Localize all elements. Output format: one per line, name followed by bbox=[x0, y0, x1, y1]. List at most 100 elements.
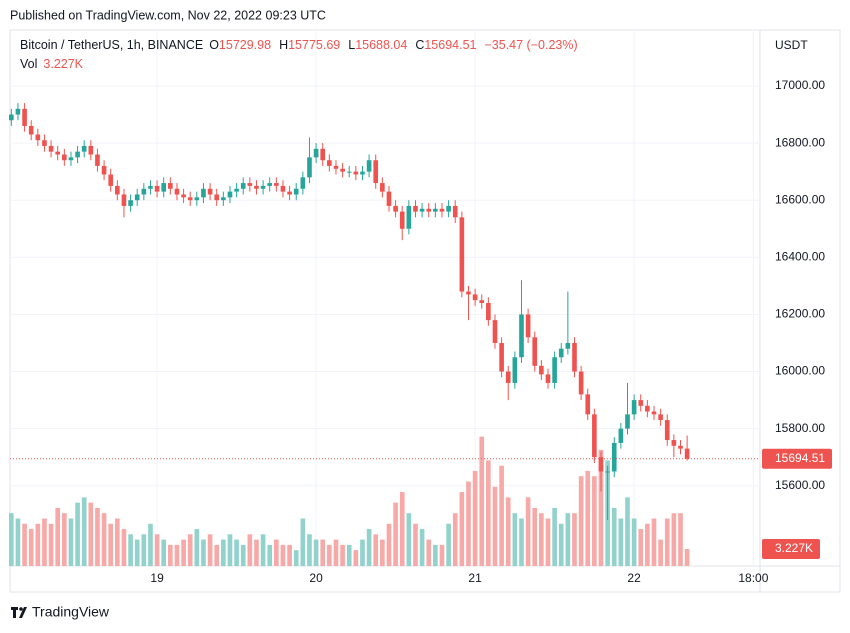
symbol-legend: Bitcoin / TetherUS, 1h, BINANCE O15729.98… bbox=[20, 38, 578, 52]
volume-bar bbox=[459, 492, 465, 566]
volume-bar bbox=[486, 460, 491, 566]
volume-bar bbox=[267, 544, 273, 566]
currency: USDT bbox=[775, 38, 808, 52]
volume-bar bbox=[578, 476, 584, 566]
volume-bar bbox=[81, 497, 87, 566]
volume-bar bbox=[101, 513, 107, 566]
volume-bar bbox=[121, 529, 127, 566]
volume-bar bbox=[426, 539, 432, 566]
volume-bar bbox=[35, 523, 41, 566]
volume-bar bbox=[333, 539, 339, 566]
volume-bar bbox=[221, 539, 226, 566]
volume-pane bbox=[9, 436, 690, 566]
x-tick-label: 22 bbox=[627, 571, 641, 585]
volume-legend: Vol 3.227K bbox=[20, 57, 84, 71]
field-value: 15775.69 bbox=[288, 38, 340, 52]
symbol-title: Bitcoin / TetherUS, 1h, BINANCE bbox=[20, 38, 203, 52]
brand: TradingView bbox=[32, 604, 110, 620]
volume-bar bbox=[187, 534, 193, 566]
volume-bar bbox=[439, 544, 445, 566]
volume-bar bbox=[240, 544, 246, 566]
candle-body bbox=[592, 414, 597, 458]
candle-body bbox=[651, 411, 657, 415]
candle-body bbox=[346, 171, 352, 173]
volume-bar bbox=[293, 550, 299, 566]
x-tick-label: 18:00 bbox=[738, 571, 768, 585]
volume-bar bbox=[327, 544, 332, 566]
candle-body bbox=[360, 171, 365, 175]
candle-body bbox=[154, 185, 160, 192]
candle-body bbox=[611, 442, 617, 472]
candles bbox=[9, 103, 690, 521]
candle-body bbox=[9, 114, 14, 121]
volume-bar bbox=[214, 544, 220, 566]
candle-body bbox=[598, 457, 604, 472]
candle-body bbox=[267, 183, 273, 186]
volume-bar bbox=[108, 523, 114, 566]
y-tick-label: 15800.00 bbox=[775, 421, 825, 435]
volume-bar bbox=[154, 534, 160, 566]
candle-body bbox=[108, 174, 114, 186]
candle-body bbox=[148, 185, 153, 189]
candle-body bbox=[532, 337, 538, 366]
candle-body bbox=[300, 177, 306, 189]
volume-bar bbox=[658, 539, 663, 566]
candle-body bbox=[128, 200, 133, 206]
candle-body bbox=[373, 160, 379, 184]
candle-body bbox=[618, 428, 624, 443]
candle-body bbox=[115, 185, 120, 195]
candle-body bbox=[552, 357, 557, 383]
volume-bar bbox=[618, 518, 624, 566]
candle-body bbox=[227, 191, 233, 198]
candle-body bbox=[207, 188, 213, 195]
volume-bar bbox=[664, 518, 670, 566]
candle-body bbox=[240, 183, 246, 189]
candle-body bbox=[380, 183, 385, 192]
volume-bar bbox=[280, 544, 286, 566]
published-note: Published on TradingView.com, Nov 22, 20… bbox=[10, 8, 326, 22]
x-tick-label: 20 bbox=[309, 571, 323, 585]
candle-body bbox=[221, 197, 226, 201]
volume-bar bbox=[134, 539, 140, 566]
volume-bar bbox=[128, 534, 133, 566]
candle-body bbox=[419, 208, 425, 212]
volume-bar bbox=[552, 507, 557, 566]
candle-body bbox=[88, 145, 94, 155]
candle-body bbox=[452, 205, 458, 218]
volume-bar bbox=[201, 539, 206, 566]
volume-bar bbox=[386, 523, 392, 566]
volume-bar bbox=[254, 539, 259, 566]
volume-bar bbox=[671, 513, 677, 566]
candle-body bbox=[658, 414, 663, 421]
volume-bar bbox=[274, 539, 279, 566]
candle-body bbox=[625, 414, 630, 429]
volume-bar bbox=[499, 465, 504, 566]
volume-bar bbox=[545, 518, 551, 566]
volume-bar bbox=[307, 534, 312, 566]
volume-bar bbox=[260, 534, 266, 566]
volume-title: Vol bbox=[20, 57, 37, 71]
volume-bar bbox=[505, 497, 511, 566]
volume-bar bbox=[558, 523, 564, 566]
candle-body bbox=[499, 342, 504, 372]
candle-body bbox=[578, 371, 584, 395]
candle-body bbox=[492, 320, 498, 343]
candle-body bbox=[631, 400, 637, 415]
volume-bar bbox=[9, 513, 14, 566]
candle-body bbox=[187, 197, 193, 201]
y-tick-label: 16400.00 bbox=[775, 249, 825, 263]
volume-bar bbox=[592, 476, 597, 566]
candle-body bbox=[486, 302, 491, 321]
volume-bar bbox=[227, 534, 233, 566]
candle-body bbox=[313, 148, 319, 158]
candle-body bbox=[121, 194, 127, 206]
candle-body bbox=[55, 151, 61, 155]
candle-body bbox=[201, 188, 206, 198]
candle-body bbox=[366, 160, 372, 172]
y-tick-label: 16000.00 bbox=[775, 364, 825, 378]
x-tick-label: 19 bbox=[150, 571, 164, 585]
candle-body bbox=[399, 211, 405, 229]
y-tick-label: 15600.00 bbox=[775, 478, 825, 492]
volume-bar bbox=[611, 507, 617, 566]
